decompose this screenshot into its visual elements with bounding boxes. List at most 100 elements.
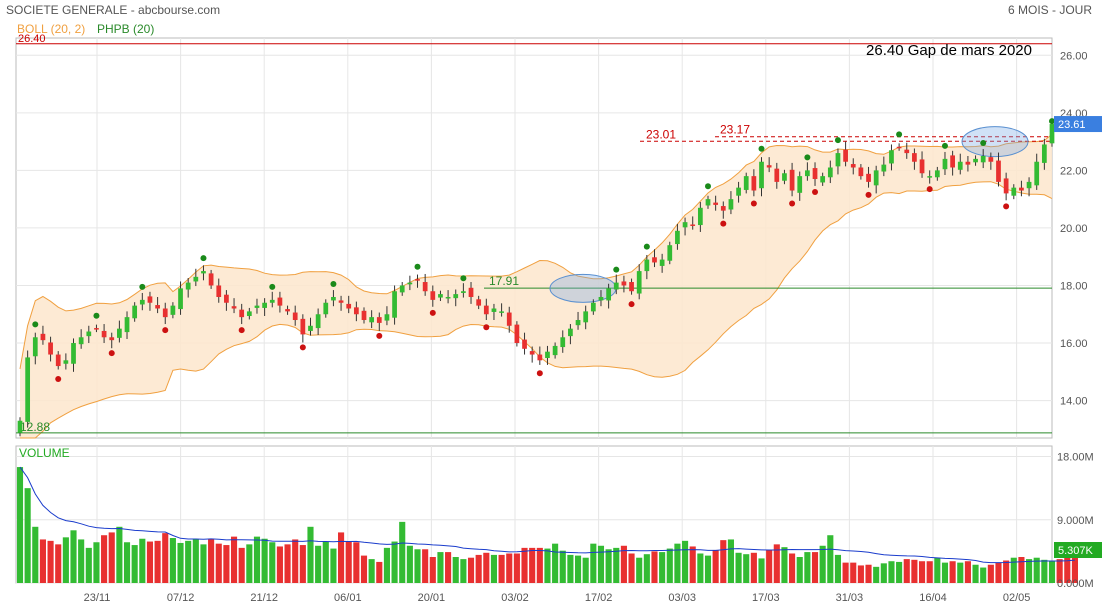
volume-bar	[223, 545, 230, 583]
swing-high-marker	[460, 275, 467, 282]
candle	[231, 306, 237, 309]
support-label-1288: 12.88	[20, 420, 50, 434]
volume-bar	[330, 548, 337, 583]
axes: 26.0024.0022.0020.0018.0016.0014.0023/11…	[84, 50, 1102, 604]
candle	[942, 158, 948, 170]
x-tick-label: 03/03	[668, 592, 696, 604]
candle	[269, 299, 275, 303]
high-low-markers	[32, 118, 1055, 383]
candle	[889, 150, 894, 164]
candle	[514, 324, 520, 344]
candle	[124, 317, 130, 333]
candle	[48, 342, 53, 355]
volume-bar	[735, 552, 742, 583]
volume-bar	[727, 539, 734, 583]
volume-bar	[1033, 557, 1040, 583]
candle	[384, 314, 390, 321]
price-panel-frame	[15, 37, 1053, 439]
volume-bar	[123, 542, 131, 583]
volume-bar	[628, 553, 635, 583]
swing-high-marker	[758, 145, 765, 152]
volume-bar	[1064, 557, 1071, 583]
gap-annotation: 26.40 Gap de mars 2020	[866, 42, 1032, 59]
candle	[430, 291, 436, 300]
volume-bar	[536, 547, 543, 583]
volume-bar	[353, 542, 360, 583]
candle	[17, 420, 23, 433]
x-tick-label: 02/05	[1003, 592, 1031, 604]
candle	[193, 276, 199, 282]
volume-bar	[139, 538, 146, 583]
volume-bar	[406, 545, 413, 583]
x-tick-label: 20/01	[418, 592, 446, 604]
candle	[690, 224, 696, 226]
candle	[820, 176, 826, 183]
volume-bar	[896, 561, 903, 583]
candle	[376, 317, 382, 323]
candle	[254, 305, 260, 308]
volume-bar	[1003, 560, 1010, 583]
volume-bar	[964, 561, 971, 583]
period-label[interactable]: 6 MOIS - JOUR	[1007, 3, 1092, 17]
swing-high-marker	[643, 243, 650, 250]
volume-bar	[521, 547, 528, 583]
candle	[338, 300, 344, 303]
volume-bars	[16, 466, 1078, 583]
candle	[973, 158, 978, 163]
legend-phpb[interactable]: PHPB (20)	[97, 22, 155, 36]
volume-bar	[391, 541, 398, 583]
candle	[246, 311, 252, 316]
candle	[25, 357, 31, 422]
candle	[537, 354, 543, 361]
volume-bar	[101, 535, 108, 583]
candle	[583, 311, 589, 323]
volume-bar	[758, 558, 765, 583]
swing-low-marker	[750, 200, 757, 207]
volume-bar	[1018, 557, 1025, 583]
candle	[1003, 178, 1009, 194]
swing-high-marker	[269, 283, 276, 290]
volume-bar	[445, 552, 452, 583]
swing-high-marker	[941, 142, 948, 149]
x-tick-label: 31/03	[836, 592, 864, 604]
x-tick-label: 17/02	[585, 592, 613, 604]
candle	[208, 273, 214, 286]
candle	[659, 259, 665, 266]
candle	[323, 302, 329, 315]
volume-bar	[246, 544, 253, 583]
swing-low-marker	[376, 332, 383, 339]
bollinger-band-fill	[20, 134, 1052, 439]
chart-title: SOCIETE GENERALE - abcbourse.com	[6, 3, 221, 17]
breakout-ellipse-2	[961, 126, 1029, 158]
volume-bar	[292, 539, 299, 583]
candle	[239, 309, 245, 318]
candle	[445, 296, 451, 299]
volume-bar	[911, 559, 918, 583]
candle	[705, 199, 711, 206]
candle	[736, 187, 741, 196]
price-grid	[15, 37, 1053, 439]
legend-boll[interactable]: BOLL (20, 2)	[17, 22, 86, 36]
candle	[1049, 124, 1055, 144]
swing-low-marker	[789, 200, 796, 207]
candle	[361, 310, 367, 321]
volume-bar	[567, 554, 574, 583]
volume-bar	[146, 541, 154, 583]
volume-bar	[957, 562, 964, 583]
volume-bar	[284, 544, 291, 583]
candle	[1041, 144, 1047, 163]
candle	[55, 354, 61, 367]
x-tick-label: 16/04	[919, 592, 947, 604]
volume-bar	[574, 555, 582, 583]
candle	[545, 351, 550, 358]
volume-bar	[857, 565, 864, 583]
swing-low-marker	[1003, 203, 1010, 210]
volume-bar	[177, 542, 184, 583]
volume-bar	[192, 539, 199, 583]
candle	[262, 302, 267, 308]
volume-bar	[789, 553, 796, 583]
candle	[904, 149, 910, 154]
candle	[399, 285, 405, 293]
candle	[881, 164, 887, 172]
